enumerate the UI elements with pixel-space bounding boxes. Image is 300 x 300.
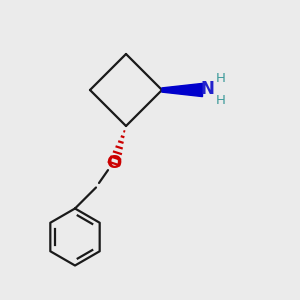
Text: N: N	[200, 80, 214, 98]
Text: H: H	[216, 71, 225, 85]
Text: H: H	[216, 94, 225, 107]
Text: O: O	[106, 154, 122, 172]
Polygon shape	[162, 83, 202, 97]
